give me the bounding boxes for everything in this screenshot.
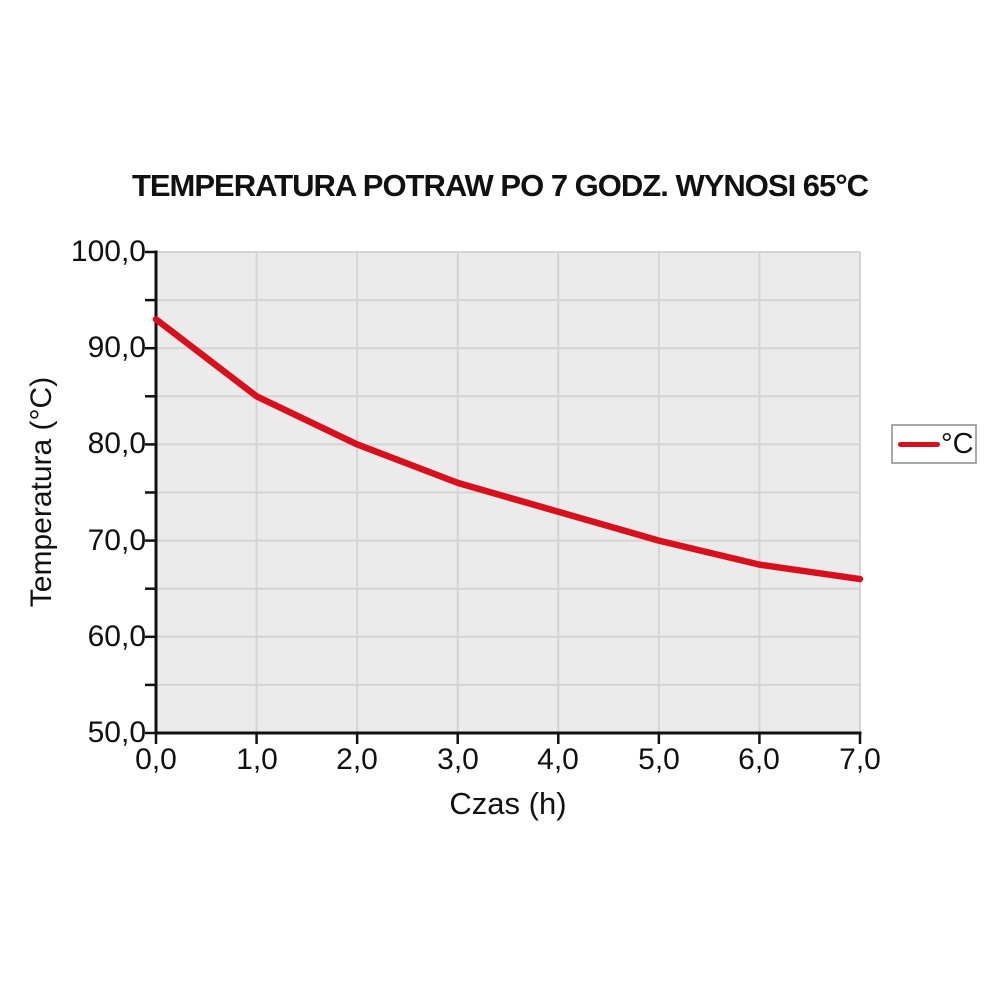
x-tick-label: 4,0 xyxy=(537,743,579,776)
x-tick-label: 3,0 xyxy=(437,743,479,776)
x-tick-label: 1,0 xyxy=(236,743,278,776)
x-tick-label: 5,0 xyxy=(638,743,680,776)
legend-label: °C xyxy=(941,427,974,460)
x-tick-label: 0,0 xyxy=(135,743,177,776)
y-tick-label: 60,0 xyxy=(87,620,146,653)
x-tick-label: 7,0 xyxy=(839,743,881,776)
y-tick-label: 100,0 xyxy=(70,235,146,268)
temperature-line xyxy=(152,316,864,583)
y-tick-label: 70,0 xyxy=(87,524,146,557)
y-tick-label: 80,0 xyxy=(87,427,146,460)
y-tick-label: 50,0 xyxy=(87,716,146,749)
legend-line-swatch xyxy=(898,441,940,447)
x-tick-label: 6,0 xyxy=(738,743,780,776)
y-axis-title: Temperatura (°C) xyxy=(25,376,58,608)
x-tick-label: 2,0 xyxy=(336,743,378,776)
x-axis-title: Czas (h) xyxy=(449,786,567,821)
chart-title: TEMPERATURA POTRAW PO 7 GODZ. WYNOSI 65°… xyxy=(131,168,869,203)
legend: °C xyxy=(891,424,977,464)
y-tick-label: 90,0 xyxy=(87,331,146,364)
